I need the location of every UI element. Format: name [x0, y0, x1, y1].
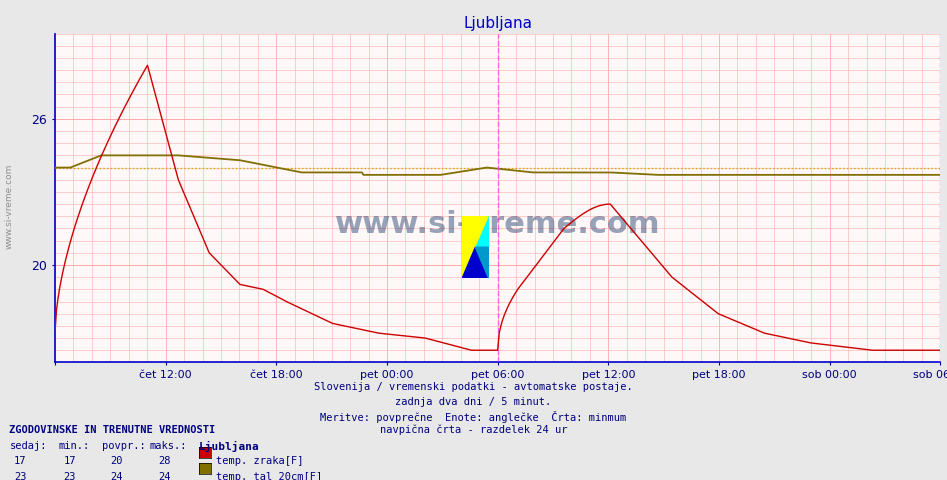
Text: Ljubljana: Ljubljana — [199, 441, 259, 452]
Text: sedaj:: sedaj: — [9, 441, 47, 451]
Text: povpr.:: povpr.: — [102, 441, 146, 451]
Text: 20: 20 — [111, 456, 123, 467]
Text: 28: 28 — [158, 456, 170, 467]
Text: Meritve: povprečne  Enote: anglečke  Črta: minmum: Meritve: povprečne Enote: anglečke Črta:… — [320, 411, 627, 423]
Polygon shape — [462, 216, 489, 278]
Text: 24: 24 — [158, 472, 170, 480]
Text: temp. tal 20cm[F]: temp. tal 20cm[F] — [216, 472, 322, 480]
Text: ZGODOVINSKE IN TRENUTNE VREDNOSTI: ZGODOVINSKE IN TRENUTNE VREDNOSTI — [9, 425, 216, 435]
Text: 17: 17 — [63, 456, 76, 467]
Polygon shape — [475, 247, 489, 278]
Text: temp. zraka[F]: temp. zraka[F] — [216, 456, 303, 467]
Text: 23: 23 — [63, 472, 76, 480]
Text: maks.:: maks.: — [150, 441, 188, 451]
Title: Ljubljana: Ljubljana — [463, 16, 532, 31]
Text: navpična črta - razdelek 24 ur: navpična črta - razdelek 24 ur — [380, 425, 567, 435]
Text: min.:: min.: — [59, 441, 90, 451]
Text: 17: 17 — [14, 456, 27, 467]
Polygon shape — [462, 216, 489, 278]
Text: 24: 24 — [111, 472, 123, 480]
Text: www.si-vreme.com: www.si-vreme.com — [335, 210, 660, 239]
Text: Slovenija / vremenski podatki - avtomatske postaje.: Slovenija / vremenski podatki - avtomats… — [314, 382, 633, 392]
Text: 23: 23 — [14, 472, 27, 480]
Text: zadnja dva dni / 5 minut.: zadnja dva dni / 5 minut. — [396, 397, 551, 407]
Text: www.si-vreme.com: www.si-vreme.com — [5, 164, 14, 249]
Polygon shape — [462, 247, 489, 278]
